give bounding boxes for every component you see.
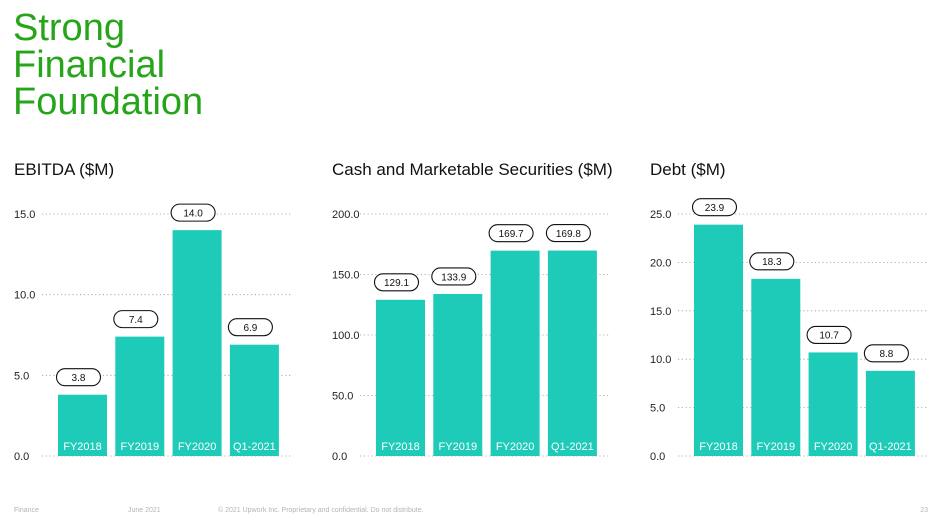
value-callout <box>113 310 159 329</box>
value-callout <box>431 267 477 286</box>
charts-canvas: EBITDA ($M) 0.0 5.0 10.0 15.0 FY2018 3.8 FY2019… <box>14 160 928 463</box>
chart-title: Cash and Marketable Securities ($M) <box>332 160 613 179</box>
value-label: 10.7 <box>819 331 839 342</box>
value-label: 7.4 <box>129 315 143 326</box>
value-label: 3.8 <box>72 373 86 384</box>
x-category-label: FY2019 <box>121 441 160 453</box>
x-category-label: FY2018 <box>699 441 738 453</box>
chart-debt: Debt ($M) 0.0 5.0 10.0 15.0 20.0 25.0 FY2018 23.… <box>650 160 928 463</box>
x-category-label: FY2020 <box>496 441 535 453</box>
y-tick-label: 5.0 <box>14 370 29 382</box>
chart-cash-securities: Cash and Marketable Securities ($M) 0.0 50… <box>332 160 613 463</box>
bar <box>58 394 107 456</box>
value-callout <box>691 198 738 217</box>
y-tick-label: 150.0 <box>332 270 360 282</box>
y-tick-label: 15.0 <box>650 306 671 318</box>
bar <box>115 336 165 456</box>
bar <box>376 299 425 456</box>
y-tick-label: 10.0 <box>14 290 35 302</box>
value-callout <box>227 318 273 337</box>
y-tick-label: 200.0 <box>332 209 360 221</box>
y-tick-label: 20.0 <box>650 257 671 269</box>
bar <box>751 278 801 456</box>
value-label: 14.0 <box>183 208 203 219</box>
bar <box>172 230 222 456</box>
value-callout <box>749 252 795 271</box>
x-category-label: Q1-2021 <box>551 441 594 453</box>
bar <box>865 370 915 456</box>
value-label: 23.9 <box>705 203 725 214</box>
bar <box>694 224 743 456</box>
x-category-label: Q1-2021 <box>233 441 276 453</box>
value-label: 6.9 <box>243 323 257 334</box>
x-category-label: Q1-2021 <box>869 441 912 453</box>
x-category-label: FY2018 <box>381 441 420 453</box>
value-callout <box>488 224 534 243</box>
footer-date: June 2021 <box>128 507 161 514</box>
chart-ebitda: EBITDA ($M) 0.0 5.0 10.0 15.0 FY2018 3.8 FY2019… <box>14 160 292 463</box>
value-callout <box>373 273 420 292</box>
bar <box>433 293 483 456</box>
x-category-label: FY2020 <box>178 441 217 453</box>
value-label: 129.1 <box>384 278 409 289</box>
value-label: 18.3 <box>762 257 782 268</box>
y-tick-label: 10.0 <box>650 354 671 366</box>
value-label: 8.8 <box>879 349 893 360</box>
bar <box>547 250 597 456</box>
value-callout <box>55 368 102 387</box>
footer-legal: © 2021 Upwork Inc. Proprietary and confi… <box>218 507 424 514</box>
y-tick-label: 25.0 <box>650 209 671 221</box>
x-category-label: FY2018 <box>63 441 102 453</box>
x-category-label: FY2019 <box>439 441 478 453</box>
value-callout <box>170 203 216 222</box>
y-tick-label: 0.0 <box>14 451 29 463</box>
footer-page-number: 23 <box>920 507 928 514</box>
y-tick-label: 15.0 <box>14 209 35 221</box>
footer-section: Finance <box>14 507 39 514</box>
chart-title: EBITDA ($M) <box>14 160 114 179</box>
bar <box>490 250 540 456</box>
slide-title: Strong Financial Foundation <box>13 7 204 123</box>
value-label: 133.9 <box>441 272 466 283</box>
y-tick-label: 100.0 <box>332 330 360 342</box>
y-tick-label: 5.0 <box>650 403 665 415</box>
value-label: 169.7 <box>499 229 524 240</box>
x-category-label: FY2019 <box>757 441 796 453</box>
bar <box>808 352 858 456</box>
chart-title: Debt ($M) <box>650 160 726 179</box>
bar <box>229 344 279 456</box>
value-callout <box>545 223 591 243</box>
value-callout <box>863 344 909 363</box>
value-callout <box>806 325 852 344</box>
y-tick-label: 0.0 <box>332 451 347 463</box>
value-label: 169.8 <box>556 229 581 240</box>
y-tick-label: 0.0 <box>650 451 665 463</box>
x-category-label: FY2020 <box>814 441 853 453</box>
y-tick-label: 50.0 <box>332 391 353 403</box>
